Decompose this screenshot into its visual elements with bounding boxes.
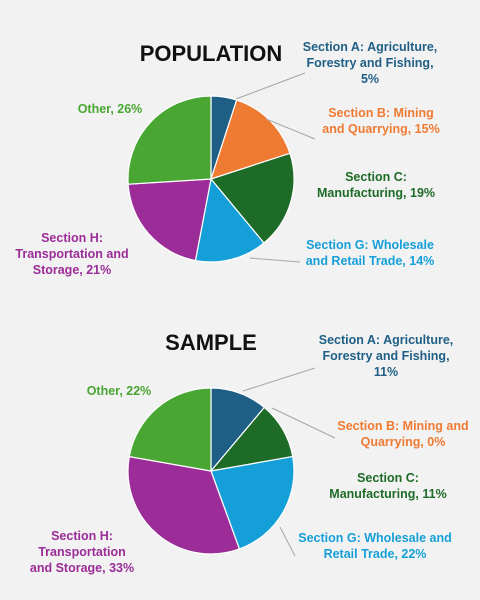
slice-label: Section G: Wholesale and Retail Trade, 14… (306, 238, 435, 268)
leader-line (271, 407, 336, 439)
slice-label: Section A: Agriculture, Forestry and Fish… (319, 333, 454, 379)
pie-slice (194, 177, 265, 263)
slice-label: Section C: Manufacturing, 11% (329, 471, 446, 501)
slice-label: Section H: Transportation and Storage, 21% (15, 231, 128, 277)
slice-label: Section B: Mining and Quarrying, 0% (337, 419, 468, 449)
pie-slice (127, 455, 241, 555)
slice-label: Section B: Mining and Quarrying, 15% (322, 106, 439, 136)
slice-label: Other, 26% (78, 102, 143, 116)
leader-line (279, 526, 296, 557)
chart-title: POPULATION (140, 41, 283, 66)
leader-line (249, 257, 301, 263)
chart-title: SAMPLE (165, 330, 257, 355)
slice-label: Other, 22% (87, 384, 152, 398)
pie-slice (128, 387, 212, 472)
leader-line (265, 118, 316, 140)
pie-slice (209, 152, 295, 244)
slice-label: Section C: Manufacturing, 19% (317, 170, 435, 200)
slice-label: Section G: Wholesale and Retail Trade, 22… (298, 531, 452, 561)
slice-label: Section A: Agriculture, Forestry and Fish… (303, 40, 438, 86)
slice-label: Section H: Transportation and Storage, 33% (30, 529, 134, 575)
pie-slice (127, 95, 212, 185)
leader-line (235, 72, 306, 100)
pie-slice (210, 455, 295, 550)
pie-slice (127, 178, 212, 262)
leader-line (242, 367, 316, 392)
